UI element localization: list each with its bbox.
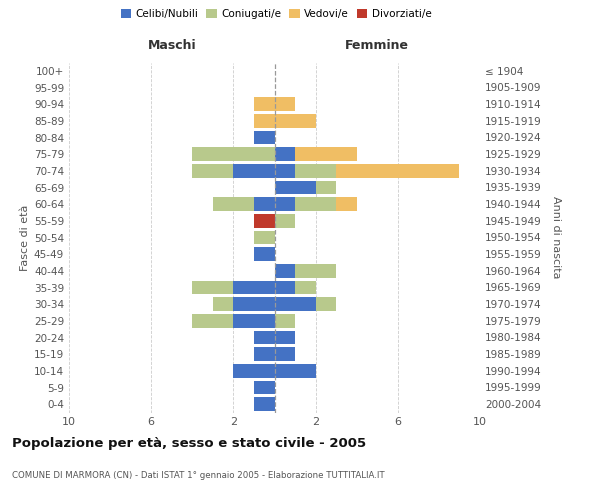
Text: Femmine: Femmine [345, 38, 409, 52]
Bar [233, 298, 275, 311]
Bar [233, 314, 275, 328]
Bar [254, 380, 275, 394]
Bar [336, 198, 356, 211]
Bar [275, 198, 295, 211]
Y-axis label: Anni di nascita: Anni di nascita [551, 196, 561, 278]
Text: Maschi: Maschi [148, 38, 196, 52]
Bar [316, 180, 336, 194]
Bar [193, 314, 233, 328]
Bar [254, 348, 275, 361]
Bar [275, 148, 295, 161]
Text: COMUNE DI MARMORA (CN) - Dati ISTAT 1° gennaio 2005 - Elaborazione TUTTITALIA.IT: COMUNE DI MARMORA (CN) - Dati ISTAT 1° g… [12, 470, 385, 480]
Bar [275, 348, 295, 361]
Bar [233, 364, 275, 378]
Bar [254, 114, 275, 128]
Bar [275, 180, 316, 194]
Bar [275, 330, 295, 344]
Bar [295, 164, 336, 177]
Bar [233, 280, 275, 294]
Bar [275, 264, 295, 278]
Bar [275, 298, 316, 311]
Bar [193, 148, 275, 161]
Bar [193, 164, 233, 177]
Bar [254, 98, 275, 111]
Bar [254, 130, 275, 144]
Bar [254, 230, 275, 244]
Bar [336, 164, 460, 177]
Bar [233, 164, 275, 177]
Bar [275, 364, 316, 378]
Bar [275, 280, 295, 294]
Bar [295, 280, 316, 294]
Bar [254, 398, 275, 411]
Bar [275, 214, 295, 228]
Bar [316, 298, 336, 311]
Bar [254, 198, 275, 211]
Bar [254, 214, 275, 228]
Legend: Celibi/Nubili, Coniugati/e, Vedovi/e, Divorziati/e: Celibi/Nubili, Coniugati/e, Vedovi/e, Di… [116, 5, 436, 24]
Bar [295, 264, 336, 278]
Bar [275, 314, 295, 328]
Bar [193, 280, 233, 294]
Bar [275, 98, 295, 111]
Text: Popolazione per età, sesso e stato civile - 2005: Popolazione per età, sesso e stato civil… [12, 438, 366, 450]
Bar [213, 298, 233, 311]
Bar [295, 198, 336, 211]
Bar [254, 330, 275, 344]
Bar [275, 114, 316, 128]
Y-axis label: Fasce di età: Fasce di età [20, 204, 30, 270]
Bar [275, 164, 295, 177]
Bar [213, 198, 254, 211]
Bar [254, 248, 275, 261]
Bar [295, 148, 357, 161]
